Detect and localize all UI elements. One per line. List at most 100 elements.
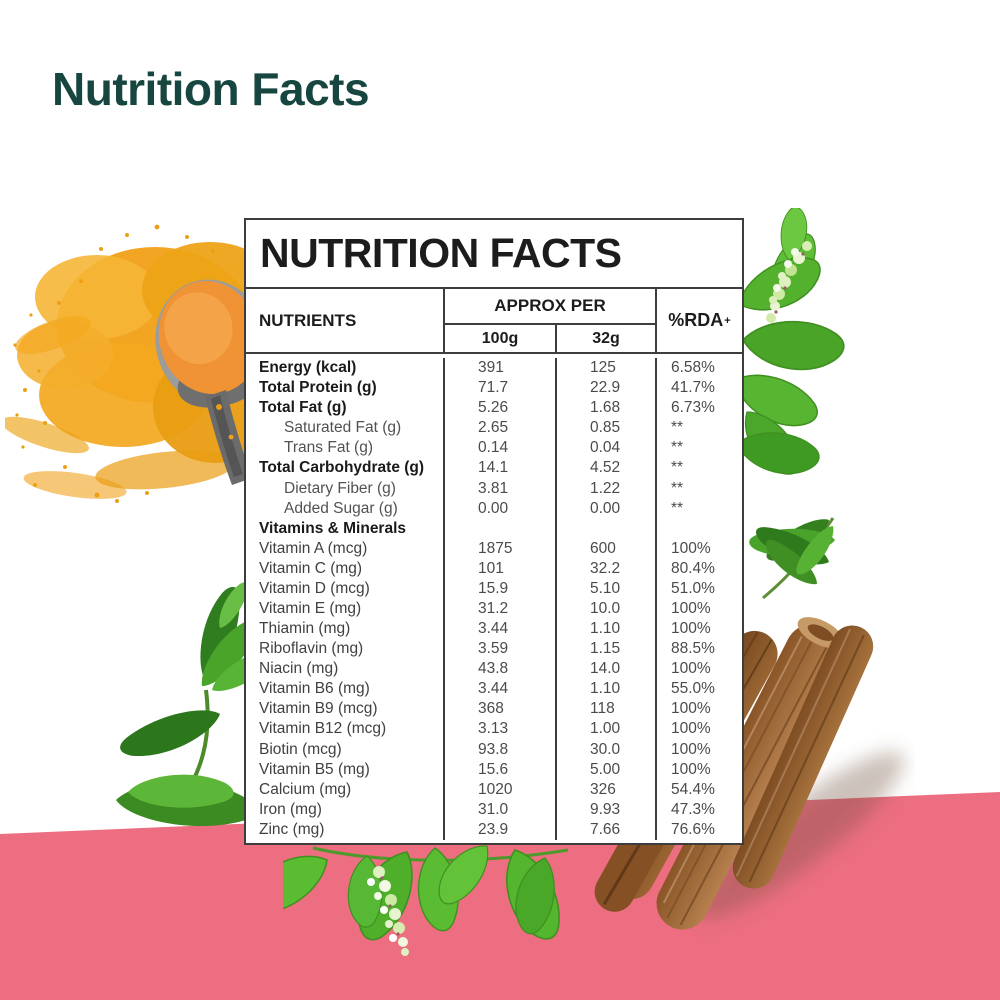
table-row: Vitamin E (mg) 31.2 10.0 100% bbox=[246, 598, 742, 620]
table-row: Vitamin B9 (mcg) 368 118 100% bbox=[246, 699, 742, 720]
value-rda-percent: 80.4% bbox=[671, 559, 715, 577]
value-per-100g: 0.14 bbox=[445, 438, 557, 459]
value-per-32g: 125 bbox=[557, 358, 657, 379]
value-per-100g: 3.44 bbox=[445, 679, 557, 700]
value-per-100g: 3.81 bbox=[445, 478, 557, 499]
tulsi-sprig-bottom-image bbox=[283, 838, 569, 956]
nutrient-label: Total Carbohydrate (g) bbox=[246, 458, 445, 479]
approx-per-label: APPROX PER bbox=[445, 289, 655, 325]
value-rda-percent: 100% bbox=[671, 599, 711, 617]
table-row: Total Protein (g) 71.7 22.9 41.7% bbox=[246, 378, 742, 399]
value-per-32g: 1.22 bbox=[557, 478, 657, 499]
table-row: Calcium (mg) 1020 326 54.4% bbox=[246, 779, 742, 800]
value-per-100g: 368 bbox=[445, 699, 557, 720]
value-per-32g: 22.9 bbox=[557, 378, 657, 399]
nutrient-label: Dietary Fiber (g) bbox=[246, 478, 445, 499]
column-header-100g: 100g bbox=[445, 325, 557, 352]
value-per-100g: 3.59 bbox=[445, 639, 557, 660]
nutrition-facts-table: NUTRITION FACTS NUTRIENTS APPROX PER 100… bbox=[244, 218, 744, 845]
value-per-32g: 118 bbox=[557, 699, 657, 720]
nutrient-label: Vitamin C (mg) bbox=[246, 558, 445, 579]
nutrient-label: Vitamin B5 (mg) bbox=[246, 759, 445, 780]
nutrient-label: Vitamin B12 (mcg) bbox=[246, 719, 445, 740]
value-rda-percent: ** bbox=[671, 479, 684, 497]
value-rda-percent: 100% bbox=[671, 620, 711, 638]
table-row: Vitamin A (mcg) 1875 600 100% bbox=[246, 538, 742, 559]
nutrient-label: Riboflavin (mg) bbox=[246, 639, 445, 660]
value-rda-percent: 55.0% bbox=[671, 680, 715, 698]
nutrient-label: Vitamin E (mg) bbox=[246, 598, 445, 620]
value-per-32g: 1.10 bbox=[557, 679, 657, 700]
value-per-100g: 5.26 bbox=[445, 398, 557, 419]
table-row: Zinc (mg) 23.9 7.66 76.6% bbox=[246, 819, 742, 840]
nutrient-label: Zinc (mg) bbox=[246, 819, 445, 840]
value-rda-percent bbox=[657, 519, 742, 539]
value-per-100g: 23.9 bbox=[445, 819, 557, 840]
value-rda-percent: 100% bbox=[671, 660, 711, 678]
value-rda-percent: 6.73% bbox=[671, 399, 715, 417]
value-per-100g: 3.44 bbox=[445, 619, 557, 640]
column-header-nutrients: NUTRIENTS bbox=[246, 289, 445, 352]
nutrient-label: Saturated Fat (g) bbox=[246, 418, 445, 439]
value-rda-percent: 41.7% bbox=[671, 379, 715, 397]
value-per-32g: 5.00 bbox=[557, 759, 657, 780]
value-per-32g: 1.68 bbox=[557, 398, 657, 419]
nutrient-label: Thiamin (mg) bbox=[246, 619, 445, 640]
value-per-32g: 0.04 bbox=[557, 438, 657, 459]
rda-label: %RDA bbox=[668, 310, 724, 330]
nutrient-label: Niacin (mg) bbox=[246, 659, 445, 680]
value-rda-percent: ** bbox=[671, 439, 684, 457]
table-row: Total Carbohydrate (g) 14.1 4.52 ** bbox=[246, 458, 742, 479]
table-row: Vitamin C (mg) 101 32.2 80.4% bbox=[246, 558, 742, 579]
value-per-100g: 93.8 bbox=[445, 739, 557, 760]
value-per-32g: 600 bbox=[557, 538, 657, 559]
rda-superscript-plus: + bbox=[724, 314, 731, 327]
value-per-32g: 1.15 bbox=[557, 639, 657, 660]
nutrient-label: Vitamin A (mcg) bbox=[246, 538, 445, 559]
table-row: Thiamin (mg) 3.44 1.10 100% bbox=[246, 619, 742, 640]
value-per-32g: 14.0 bbox=[557, 659, 657, 680]
column-header-approx-per: APPROX PER 100g 32g bbox=[445, 289, 657, 352]
value-rda-percent: 51.0% bbox=[671, 579, 715, 597]
table-row: Vitamins & Minerals bbox=[246, 518, 742, 539]
nutrient-label: Energy (kcal) bbox=[246, 358, 445, 379]
value-per-100g: 31.2 bbox=[445, 598, 557, 620]
table-row: Iron (mg) 31.0 9.93 47.3% bbox=[246, 799, 742, 820]
value-rda-percent: 100% bbox=[671, 760, 711, 778]
column-header-rda: %RDA + bbox=[657, 289, 742, 352]
value-per-100g: 14.1 bbox=[445, 458, 557, 479]
nutrient-label: Vitamin D (mcg) bbox=[246, 578, 445, 599]
value-per-100g: 15.9 bbox=[445, 578, 557, 599]
table-row: Energy (kcal) 391 125 6.58% bbox=[246, 358, 742, 379]
value-per-100g: 71.7 bbox=[445, 378, 557, 399]
value-rda-percent: 76.6% bbox=[671, 820, 715, 838]
nutrient-label: Vitamin B6 (mg) bbox=[246, 679, 445, 700]
table-row: Vitamin B6 (mg) 3.44 1.10 55.0% bbox=[246, 679, 742, 700]
table-row: Niacin (mg) 43.8 14.0 100% bbox=[246, 659, 742, 680]
nutrient-label: Calcium (mg) bbox=[246, 779, 445, 800]
value-per-32g: 5.10 bbox=[557, 578, 657, 599]
nutrient-label: Total Fat (g) bbox=[246, 398, 445, 419]
table-header: NUTRIENTS APPROX PER 100g 32g %RDA + bbox=[246, 289, 742, 354]
value-per-100g: 391 bbox=[445, 358, 557, 379]
value-rda-percent: 100% bbox=[671, 700, 711, 718]
value-rda-percent: 47.3% bbox=[671, 800, 715, 818]
value-per-32g: 4.52 bbox=[557, 458, 657, 479]
nutrient-label: Vitamins & Minerals bbox=[246, 518, 445, 539]
nutrient-label: Total Protein (g) bbox=[246, 378, 445, 399]
value-per-100g: 1875 bbox=[445, 538, 557, 559]
table-row: Trans Fat (g) 0.14 0.04 ** bbox=[246, 438, 742, 459]
table-row: Added Sugar (g) 0.00 0.00 ** bbox=[246, 498, 742, 519]
table-row: Vitamin B5 (mg) 15.6 5.00 100% bbox=[246, 759, 742, 780]
table-title: NUTRITION FACTS bbox=[246, 220, 742, 289]
nutrient-label: Trans Fat (g) bbox=[246, 438, 445, 459]
value-per-32g: 10.0 bbox=[557, 598, 657, 620]
page-title: Nutrition Facts bbox=[52, 63, 370, 115]
value-per-32g: 1.10 bbox=[557, 619, 657, 640]
value-per-100g: 31.0 bbox=[445, 799, 557, 820]
value-per-32g: 32.2 bbox=[557, 558, 657, 579]
table-body: Energy (kcal) 391 125 6.58% Total Protei… bbox=[246, 354, 742, 843]
tea-leaves-right-image bbox=[749, 511, 842, 600]
table-row: Saturated Fat (g) 2.65 0.85 ** bbox=[246, 418, 742, 439]
